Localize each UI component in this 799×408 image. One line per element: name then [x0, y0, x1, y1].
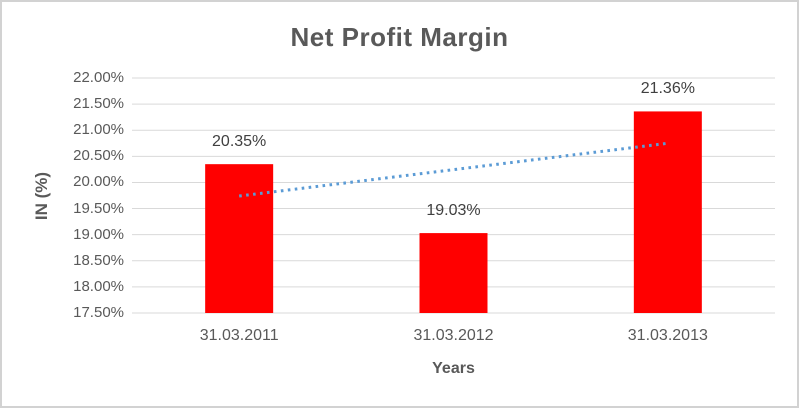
y-tick-label: 19.00% — [73, 225, 124, 243]
y-tick-label: 20.50% — [73, 147, 124, 165]
bar-data-label: 21.36% — [640, 80, 695, 98]
bar — [205, 164, 274, 313]
x-axis-title: Years — [432, 360, 475, 377]
chart-title: Net Profit Margin — [290, 22, 509, 52]
y-tick-label: 18.50% — [73, 251, 124, 269]
bar — [633, 111, 702, 313]
trendline — [238, 141, 669, 198]
x-tick-label: 31.03.2011 — [199, 327, 279, 344]
bar-data-label: 20.35% — [212, 133, 267, 151]
x-tick-label: 31.03.2012 — [413, 327, 494, 344]
x-tick-label: 31.03.2013 — [627, 327, 708, 344]
y-tick-label: 21.50% — [73, 95, 124, 113]
bar — [419, 233, 488, 313]
y-tick-label: 19.50% — [73, 199, 124, 217]
y-tick-label: 18.00% — [73, 277, 124, 295]
y-tick-label: 21.00% — [73, 121, 124, 139]
y-tick-label: 20.00% — [73, 173, 124, 191]
y-tick-label: 17.50% — [73, 304, 124, 321]
y-tick-label: 22.00% — [73, 69, 124, 86]
bar-data-label: 19.03% — [426, 202, 481, 220]
